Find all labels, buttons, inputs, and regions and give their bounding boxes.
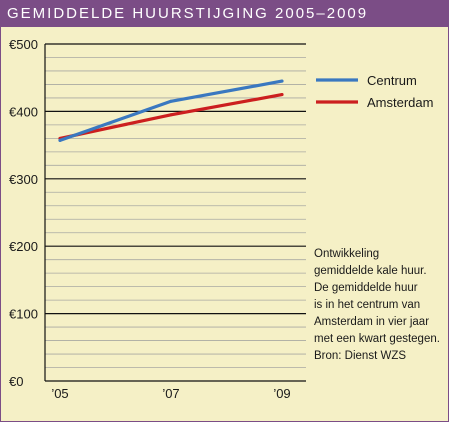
- series-lines: [58, 79, 284, 142]
- data-point-centrum: [169, 99, 173, 103]
- legend: Centrum Amsterdam: [316, 73, 433, 110]
- caption-line: Ontwikkeling: [314, 248, 380, 260]
- title-bar: GEMIDDELDE HUURSTIJGING 2005–2009: [1, 1, 448, 27]
- caption: Ontwikkeling gemiddelde kale huur. De ge…: [314, 246, 446, 365]
- data-point-amsterdam: [280, 93, 284, 97]
- caption-line: gemiddelde kale huur.: [314, 265, 427, 277]
- caption-line: Amsterdam in vier jaar: [314, 316, 430, 328]
- caption-line: met een kwart gestegen.: [314, 333, 440, 345]
- y-tick-label: €100: [9, 307, 38, 322]
- caption-line: De gemiddelde huur: [314, 282, 418, 294]
- caption-line: Bron: Dienst WZS: [314, 350, 407, 362]
- y-tick-label: €200: [9, 239, 38, 254]
- y-tick-label: €300: [9, 172, 38, 187]
- legend-label-centrum: Centrum: [367, 73, 417, 88]
- x-tick-label: ’07: [162, 386, 179, 401]
- data-point-centrum: [280, 79, 284, 83]
- data-point-amsterdam: [169, 113, 173, 117]
- axes: €0 €100 €200 €300 €400 €500 ’05 ’07 ’09: [9, 37, 291, 401]
- x-tick-label: ’09: [273, 386, 290, 401]
- y-tick-label: €500: [9, 37, 38, 52]
- y-tick-label: €0: [9, 374, 23, 389]
- data-point-centrum: [58, 138, 62, 142]
- gridlines: [45, 43, 306, 382]
- chart-title: GEMIDDELDE HUURSTIJGING 2005–2009: [7, 5, 369, 22]
- x-tick-label: ’05: [51, 386, 68, 401]
- legend-label-amsterdam: Amsterdam: [367, 95, 433, 110]
- caption-line: is in het centrum van: [314, 299, 421, 311]
- y-tick-label: €400: [9, 104, 38, 119]
